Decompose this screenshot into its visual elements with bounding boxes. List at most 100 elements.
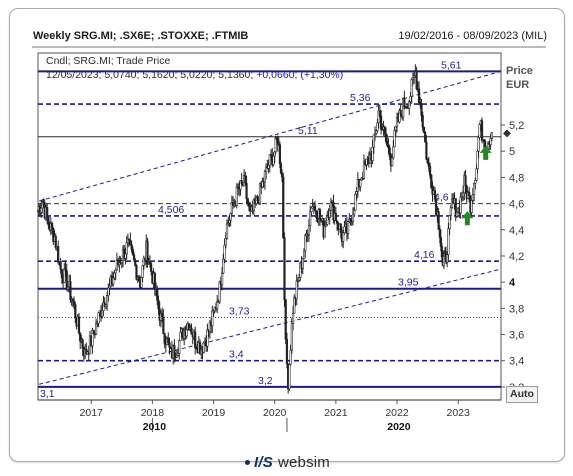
candle-body <box>190 327 193 335</box>
candle-body <box>393 130 396 148</box>
up-arrow-icon <box>461 211 474 226</box>
candle-body <box>224 238 227 246</box>
candle-body <box>167 338 170 343</box>
candle-body <box>353 209 356 215</box>
candle-body <box>168 342 171 348</box>
candle-body <box>40 207 43 213</box>
candle-body <box>313 205 317 211</box>
candle-body <box>375 130 378 134</box>
candle-body <box>454 198 457 217</box>
candle-body <box>131 248 134 255</box>
candle-body <box>328 210 331 218</box>
candle-body <box>91 329 94 347</box>
candle-body <box>220 272 224 285</box>
candle-body <box>141 265 144 278</box>
candle-body <box>470 200 473 213</box>
candle-body <box>386 141 389 146</box>
candle-body <box>163 333 166 344</box>
candle-body <box>394 126 397 131</box>
level-label: 4,6 <box>434 192 449 204</box>
level-label: 3,1 <box>40 388 55 400</box>
candle-body <box>60 268 63 278</box>
level-label: 3,4 <box>229 349 244 361</box>
candle-body <box>410 79 413 97</box>
candle-body <box>289 349 292 365</box>
candle-body <box>50 223 54 229</box>
candle-body <box>276 139 279 145</box>
candle-body <box>455 212 459 217</box>
candle-body <box>92 329 95 335</box>
candle-body <box>437 211 440 230</box>
candle-body <box>130 244 133 250</box>
candle-body <box>175 354 178 358</box>
candle-body <box>173 345 176 357</box>
candle-body <box>95 323 98 335</box>
candle-body <box>403 97 406 108</box>
x-tick-label: 2017 <box>80 407 104 419</box>
y-tick-label: 5,2 <box>509 120 524 132</box>
plot-area[interactable] <box>37 52 502 401</box>
candle-body <box>478 124 481 138</box>
candle-body <box>309 211 312 226</box>
candle-body <box>246 198 249 204</box>
legend-values: 12/05/2023; 5,0740; 5,1620; 5,0220; 5,13… <box>46 69 253 81</box>
candle-body <box>310 207 313 213</box>
logo-mark: I/S <box>254 453 273 471</box>
candle-body <box>421 115 424 128</box>
websim-logo[interactable]: I/S websim <box>245 453 330 471</box>
logo-dot-icon <box>245 459 250 465</box>
candle-body <box>66 286 70 290</box>
candle-body <box>279 163 283 174</box>
candle-body <box>69 281 72 300</box>
brand-name: websim <box>277 453 330 471</box>
candle-body <box>244 175 247 184</box>
candle-body <box>392 146 395 159</box>
candle-body <box>97 312 100 324</box>
level-label: 4,506 <box>158 204 184 216</box>
candle-body <box>239 180 242 190</box>
candle-body <box>315 210 318 218</box>
candle-body <box>448 215 451 230</box>
level-label: 3,2 <box>258 375 273 387</box>
up-arrow-icon <box>479 145 492 160</box>
last-price-marker <box>503 129 511 138</box>
level-label: 4,16 <box>414 249 435 261</box>
x-tick-label: 2022 <box>385 407 409 419</box>
candle-body <box>140 277 143 288</box>
y-tick-label: 3,6 <box>509 330 524 342</box>
candle-body <box>301 258 304 269</box>
auto-scale-button[interactable]: Auto <box>506 386 538 403</box>
y-axis-unit: EUR <box>506 79 529 91</box>
legend-line-1: Cndl; SRG.MI; Trade Price <box>46 55 170 67</box>
candle-body <box>291 312 295 324</box>
candle-body <box>225 223 229 239</box>
candle-body <box>245 183 248 199</box>
candle-body <box>446 254 449 263</box>
candle-body <box>293 297 296 314</box>
candle-body <box>408 101 411 109</box>
candle-body <box>113 272 116 279</box>
y-tick-label: 4,4 <box>509 225 524 237</box>
level-label: 3,95 <box>398 277 419 289</box>
y-tick-label: 4,8 <box>509 172 524 184</box>
candle-body <box>124 253 127 259</box>
candle-body <box>194 331 197 349</box>
x-major-tick-label: 2010 <box>143 421 167 433</box>
candle-body <box>380 115 383 130</box>
candle-body <box>54 236 57 249</box>
candle-body <box>415 71 418 89</box>
candle-body <box>272 155 275 165</box>
candle-body <box>354 193 357 211</box>
candle-body <box>459 196 462 214</box>
x-axis-ticks: 2017 2018 2019 2020 2021 2022 2023 2010 2020 <box>80 400 470 433</box>
candle-body <box>335 220 339 224</box>
candle-body <box>161 313 164 318</box>
y-tick-label: 3,4 <box>509 356 524 368</box>
candle-body <box>176 352 180 356</box>
candle-body <box>280 172 284 178</box>
candle-body <box>59 261 62 270</box>
x-major-tick-label: 2020 <box>387 421 411 433</box>
y-tick-label: 4 <box>509 277 516 289</box>
candle-body <box>288 364 291 390</box>
